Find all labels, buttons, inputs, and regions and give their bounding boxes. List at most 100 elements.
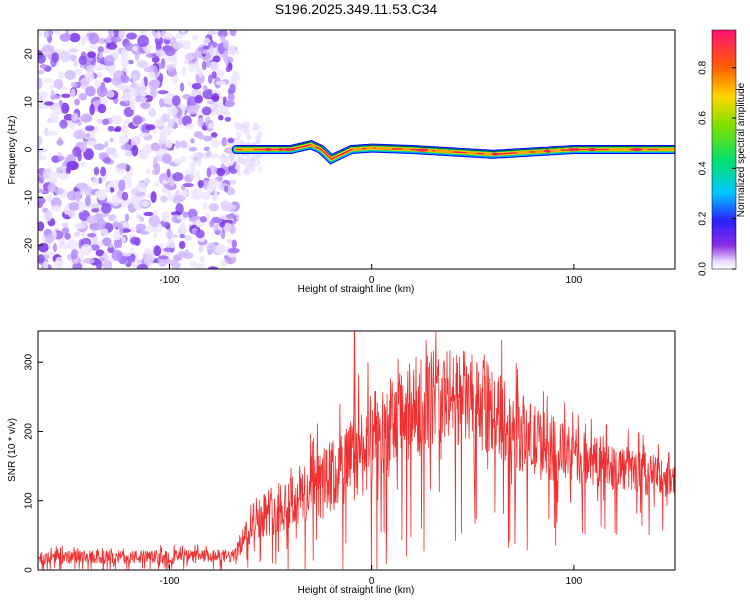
noise-blob (87, 233, 96, 238)
noise-blob (132, 115, 143, 125)
noise-blob (122, 252, 132, 257)
noise-blob (130, 226, 136, 233)
noise-blob (156, 30, 161, 40)
noise-blob (227, 92, 235, 102)
noise-blob (237, 157, 244, 164)
colorbar-tick-label: 0.8 (698, 60, 709, 74)
noise-blob (90, 244, 100, 251)
noise-blob (209, 45, 214, 56)
noise-blob (190, 138, 195, 144)
noise-blob (186, 96, 197, 107)
noise-blob (78, 201, 85, 213)
noise-blob (203, 146, 210, 152)
noise-blob (225, 213, 237, 220)
noise-blob (155, 49, 166, 58)
noise-blob (51, 52, 60, 63)
noise-blob (69, 32, 81, 43)
noise-blob (202, 85, 208, 91)
top-y-tick-label: 10 (24, 96, 35, 108)
noise-blob (107, 245, 115, 254)
noise-blob (43, 78, 53, 84)
signal-highlight (614, 148, 626, 151)
noise-blob (67, 209, 75, 217)
noise-blob (180, 30, 186, 34)
noise-blob (245, 141, 250, 146)
noise-blob (180, 222, 186, 233)
noise-blob (130, 188, 140, 196)
noise-blob (54, 30, 62, 36)
noise-blob (210, 132, 218, 138)
noise-blob (123, 91, 132, 98)
signal-highlight (572, 148, 580, 151)
noise-blob (111, 195, 121, 207)
noise-blob (38, 95, 43, 104)
noise-blob (236, 132, 242, 138)
signal-highlight (666, 148, 675, 151)
noise-blob (248, 161, 253, 166)
signal-highlight (243, 148, 254, 151)
noise-blob (163, 247, 175, 252)
noise-blob (159, 132, 168, 142)
noise-blob (174, 140, 181, 149)
noise-blob (85, 195, 91, 207)
noise-blob (227, 137, 235, 144)
noise-blob (193, 151, 204, 159)
noise-blob (38, 188, 45, 193)
bottom-y-tick-label: 100 (24, 492, 35, 509)
noise-blob (81, 140, 88, 153)
noise-blob (120, 56, 129, 68)
noise-blob (166, 259, 176, 266)
noise-blob (207, 266, 219, 269)
noise-blob (157, 255, 169, 260)
noise-blob (93, 166, 100, 176)
noise-blob (46, 130, 58, 136)
noise-blob (100, 228, 109, 235)
noise-blob (52, 242, 58, 253)
top-y-tick-label: -20 (24, 237, 35, 252)
noise-blob (182, 211, 189, 218)
noise-blob (199, 216, 207, 223)
noise-blob (211, 93, 220, 103)
bottom-axis-ticks: -100 0 100 0 100 200 300 (24, 353, 583, 587)
noise-blob (165, 139, 173, 148)
noise-blob (217, 30, 228, 38)
noise-blob (225, 161, 234, 167)
noise-blob (100, 166, 107, 177)
noise-blob (58, 172, 70, 180)
noise-blob (256, 140, 261, 144)
noise-blob (38, 77, 43, 90)
noise-blob (181, 65, 187, 77)
chart-title: S196.2025.349.11.53.C34 (275, 1, 438, 17)
noise-blob (73, 129, 86, 140)
bottom-x-tick-label: -100 (159, 576, 179, 587)
noise-blob (38, 181, 42, 189)
noise-blob (143, 253, 154, 266)
noise-blob (179, 82, 185, 92)
noise-blob (110, 35, 123, 43)
noise-blob (78, 93, 88, 101)
noise-blob (143, 211, 154, 217)
noise-blob (113, 30, 119, 38)
noise-blob (111, 152, 119, 159)
noise-blob (127, 256, 136, 263)
signal-highlight (401, 147, 411, 151)
noise-blob (148, 71, 156, 79)
signal-highlight (642, 148, 648, 151)
bottom-y-tick-label: 0 (24, 567, 35, 573)
noise-blob (198, 47, 204, 52)
noise-blob (87, 51, 96, 59)
noise-blob (127, 176, 132, 188)
noise-blob (38, 221, 45, 232)
noise-blob (136, 263, 149, 269)
noise-blob (70, 121, 75, 131)
noise-blob (101, 202, 112, 214)
signal-highlight (472, 151, 478, 155)
noise-blob (160, 211, 170, 223)
noise-blob (44, 251, 56, 256)
noise-blob (121, 191, 129, 201)
noise-blob (85, 71, 95, 83)
colorbar-tick-label: 0.0 (698, 262, 709, 276)
noise-blob (197, 117, 204, 128)
noise-blob (157, 90, 169, 95)
